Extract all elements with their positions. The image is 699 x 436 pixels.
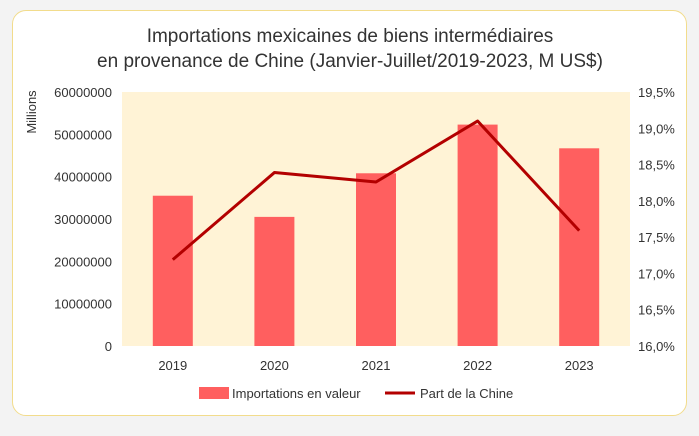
y-left-tick-label: 60000000 bbox=[54, 85, 112, 100]
legend-label-line: Part de la Chine bbox=[420, 386, 513, 401]
x-tick-label: 2020 bbox=[260, 358, 289, 373]
bar-2021 bbox=[356, 173, 396, 346]
chart-title-line-1: Importations mexicaines de biens intermé… bbox=[147, 26, 554, 47]
legend: Importations en valeur Part de la Chine bbox=[199, 386, 513, 401]
x-tick-label: 2019 bbox=[158, 358, 187, 373]
y-left-tick-label: 10000000 bbox=[54, 297, 112, 312]
bar-2019 bbox=[152, 195, 193, 346]
y-right-tick-label: 16,0% bbox=[638, 339, 675, 354]
x-tick-label: 2022 bbox=[463, 358, 492, 373]
bar-2022 bbox=[457, 124, 498, 346]
y-right-tick-label: 16,5% bbox=[638, 303, 675, 318]
x-tick-label: 2023 bbox=[565, 358, 594, 373]
y-left-tick-label: 30000000 bbox=[54, 212, 112, 227]
x-tick-label: 2021 bbox=[362, 358, 391, 373]
y-right-tick-label: 18,5% bbox=[638, 158, 675, 173]
chart-title-line-2: en provenance de Chine (Janvier-Juillet/… bbox=[97, 51, 603, 72]
y-right-tick-label: 19,0% bbox=[638, 121, 675, 136]
y-right-tick-label: 17,0% bbox=[638, 266, 675, 281]
legend-swatch-bars bbox=[199, 387, 229, 399]
y-left-tick-label: 0 bbox=[105, 339, 112, 354]
bar-2020 bbox=[254, 216, 295, 346]
legend-label-bars: Importations en valeur bbox=[232, 386, 361, 401]
y-left-tick-label: 50000000 bbox=[54, 127, 112, 142]
y-left-tick-label: 40000000 bbox=[54, 170, 112, 185]
y-right-tick-label: 17,5% bbox=[638, 230, 675, 245]
y-axis-left-label: Millions bbox=[24, 90, 39, 134]
y-left-tick-label: 20000000 bbox=[54, 254, 112, 269]
bar-2023 bbox=[559, 148, 600, 346]
y-right-tick-label: 18,0% bbox=[638, 194, 675, 209]
y-right-tick-label: 19,5% bbox=[638, 85, 675, 100]
